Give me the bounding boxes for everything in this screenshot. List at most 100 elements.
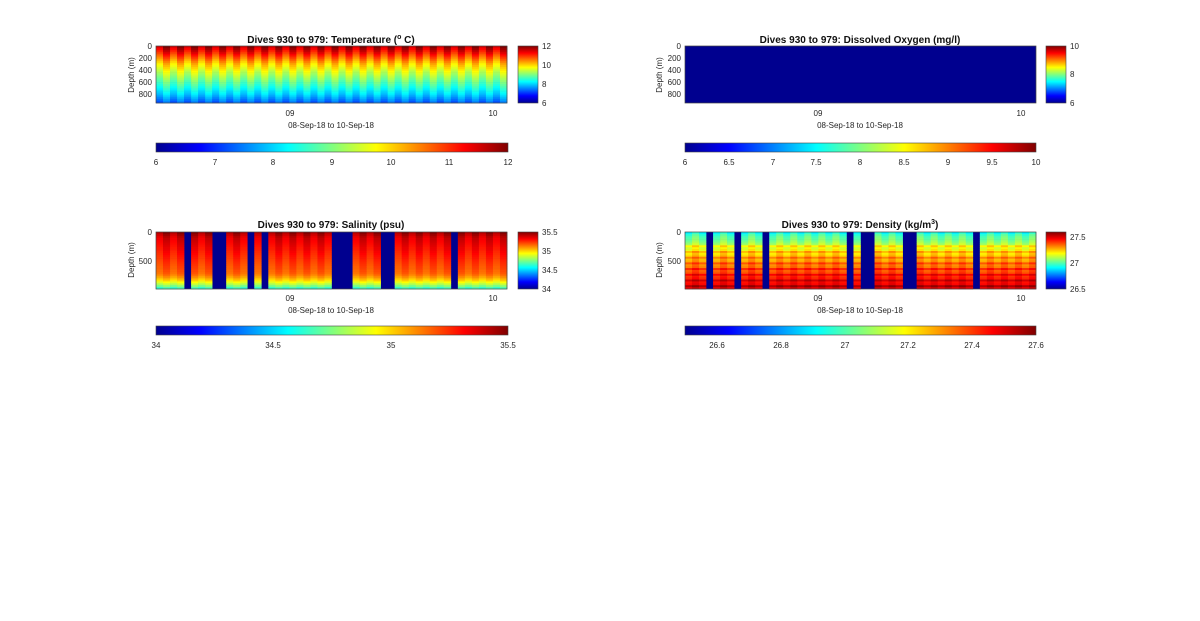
density-cell-48-29: [1021, 287, 1030, 290]
salinity-cell-20-0: [296, 232, 304, 235]
density-cell-29-22: [888, 273, 896, 276]
salinity-cell-0-11: [156, 252, 164, 256]
density-cell-18-25: [811, 279, 819, 282]
temperature-cell-48-27: [492, 97, 501, 100]
salinity-cell-16-28: [268, 285, 276, 288]
temperature-cell-46-23: [478, 89, 487, 92]
salinity-cell-49-6: [499, 243, 508, 246]
density-cell-24-19: [853, 268, 861, 271]
temperature-cell-29-17: [359, 78, 367, 81]
salinity-cell-11-27: [233, 283, 241, 286]
density-cell-6-21: [727, 271, 735, 275]
temperature-cell-2-3: [170, 51, 178, 54]
density-cell-17-25: [804, 279, 812, 282]
density-cell-14-19: [783, 268, 791, 271]
salinity-cell-40-1: [436, 233, 445, 237]
density-cell-42-1: [979, 233, 988, 237]
temperature-cell-12-10: [240, 65, 248, 68]
salinity-cell-19-21: [289, 271, 297, 275]
salinity-cell-41-13: [443, 256, 452, 259]
density-cell-4-1: [713, 233, 721, 237]
temperature-cell-46-1: [478, 47, 487, 51]
temperature-cell-30-17: [366, 78, 374, 81]
temperature-cell-34-12: [394, 68, 402, 71]
temperature-cell-15-16: [261, 76, 269, 79]
density-cell-48-18: [1021, 266, 1030, 269]
density-cell-33-11: [916, 252, 924, 256]
temperature-cell-23-3: [317, 51, 325, 54]
temperature-cell-34-16: [394, 76, 402, 79]
temperature-cell-6-14: [198, 72, 206, 75]
salinity-cell-45-19: [471, 268, 480, 271]
temperature-cell-21-25: [303, 93, 311, 96]
temperature-cell-20-9: [296, 63, 304, 66]
temperature-cell-43-25: [457, 93, 466, 96]
salinity-cell-41-23: [443, 275, 452, 278]
density-cell-40-23: [965, 275, 974, 278]
temperature-cell-38-24: [422, 91, 431, 94]
temperature-cell-4-13: [184, 70, 192, 73]
temperature-cell-15-18: [261, 80, 269, 83]
temperature-cell-8-5: [212, 55, 220, 58]
salinity-cell-16-22: [268, 273, 276, 276]
salinity-cell-39-26: [429, 281, 438, 284]
salinity-cell-0-29: [156, 287, 164, 290]
density-cell-42-26: [979, 281, 988, 284]
density-cell-49-5: [1028, 241, 1037, 244]
salinity-cell-28-27: [352, 283, 360, 286]
density-cell-19-24: [818, 277, 826, 280]
temperature-cell-4-5: [184, 55, 192, 58]
density-cell-49-4: [1028, 239, 1037, 242]
density-cell-33-25: [916, 279, 924, 282]
density-cell-43-6: [986, 243, 995, 246]
salinity-cell-34-16: [394, 262, 402, 265]
temperature-cell-17-9: [275, 63, 283, 66]
density-cell-43-0: [986, 232, 995, 235]
density-cell-42-25: [979, 279, 988, 282]
temperature-cell-13-5: [247, 55, 255, 58]
density-cell-18-28: [811, 285, 819, 288]
salinity-cell-0-19: [156, 268, 164, 271]
salinity-cell-12-11: [240, 252, 248, 256]
density-cell-6-5: [727, 241, 735, 244]
temperature-cell-11-19: [233, 82, 241, 85]
temperature-cell-20-7: [296, 59, 304, 62]
salinity-cell-43-18: [457, 266, 466, 269]
temperature-cell-32-17: [380, 78, 388, 81]
density-cell-21-8: [832, 247, 840, 250]
temperature-cell-26-28: [338, 99, 346, 102]
salinity-cell-1-17: [163, 264, 171, 267]
density-cell-42-11: [979, 252, 988, 256]
temperature-cell-7-15: [205, 74, 213, 77]
temperature-cell-48-26: [492, 95, 501, 98]
density-cell-30-4: [895, 239, 903, 242]
salinity-cell-20-24: [296, 277, 304, 280]
temperature-cell-39-16: [429, 76, 438, 79]
temperature-cell-32-4: [380, 53, 388, 56]
density-cell-22-26: [839, 281, 847, 284]
density-cell-6-4: [727, 239, 735, 242]
temperature-cell-6-28: [198, 99, 206, 102]
temperature-cell-14-19: [254, 82, 262, 85]
density-cell-20-20: [825, 270, 833, 273]
temperature-cell-12-25: [240, 93, 248, 96]
salinity-cell-1-29: [163, 287, 171, 290]
salinity-cell-35-6: [401, 243, 410, 246]
temperature-cell-15-24: [261, 91, 269, 94]
salinity-cell-21-24: [303, 277, 311, 280]
temperature-cell-6-9: [198, 63, 206, 66]
density-cell-4-19: [713, 268, 721, 271]
salinity-cell-18-27: [282, 283, 290, 286]
density-cell-39-2: [958, 235, 967, 238]
salinity-cell-22-4: [310, 239, 318, 242]
salinity-cell-30-23: [366, 275, 374, 278]
density-cell-42-6: [979, 243, 988, 246]
temperature-cell-24-24: [324, 91, 332, 94]
temperature-cell-18-23: [282, 89, 290, 92]
temperature-cell-18-16: [282, 76, 290, 79]
temperature-cell-19-7: [289, 59, 297, 62]
salinity-cell-28-12: [352, 254, 360, 257]
density-cell-15-5: [790, 241, 798, 244]
temperature-cell-11-22: [233, 87, 241, 90]
salinity-cell-40-10: [436, 251, 445, 254]
